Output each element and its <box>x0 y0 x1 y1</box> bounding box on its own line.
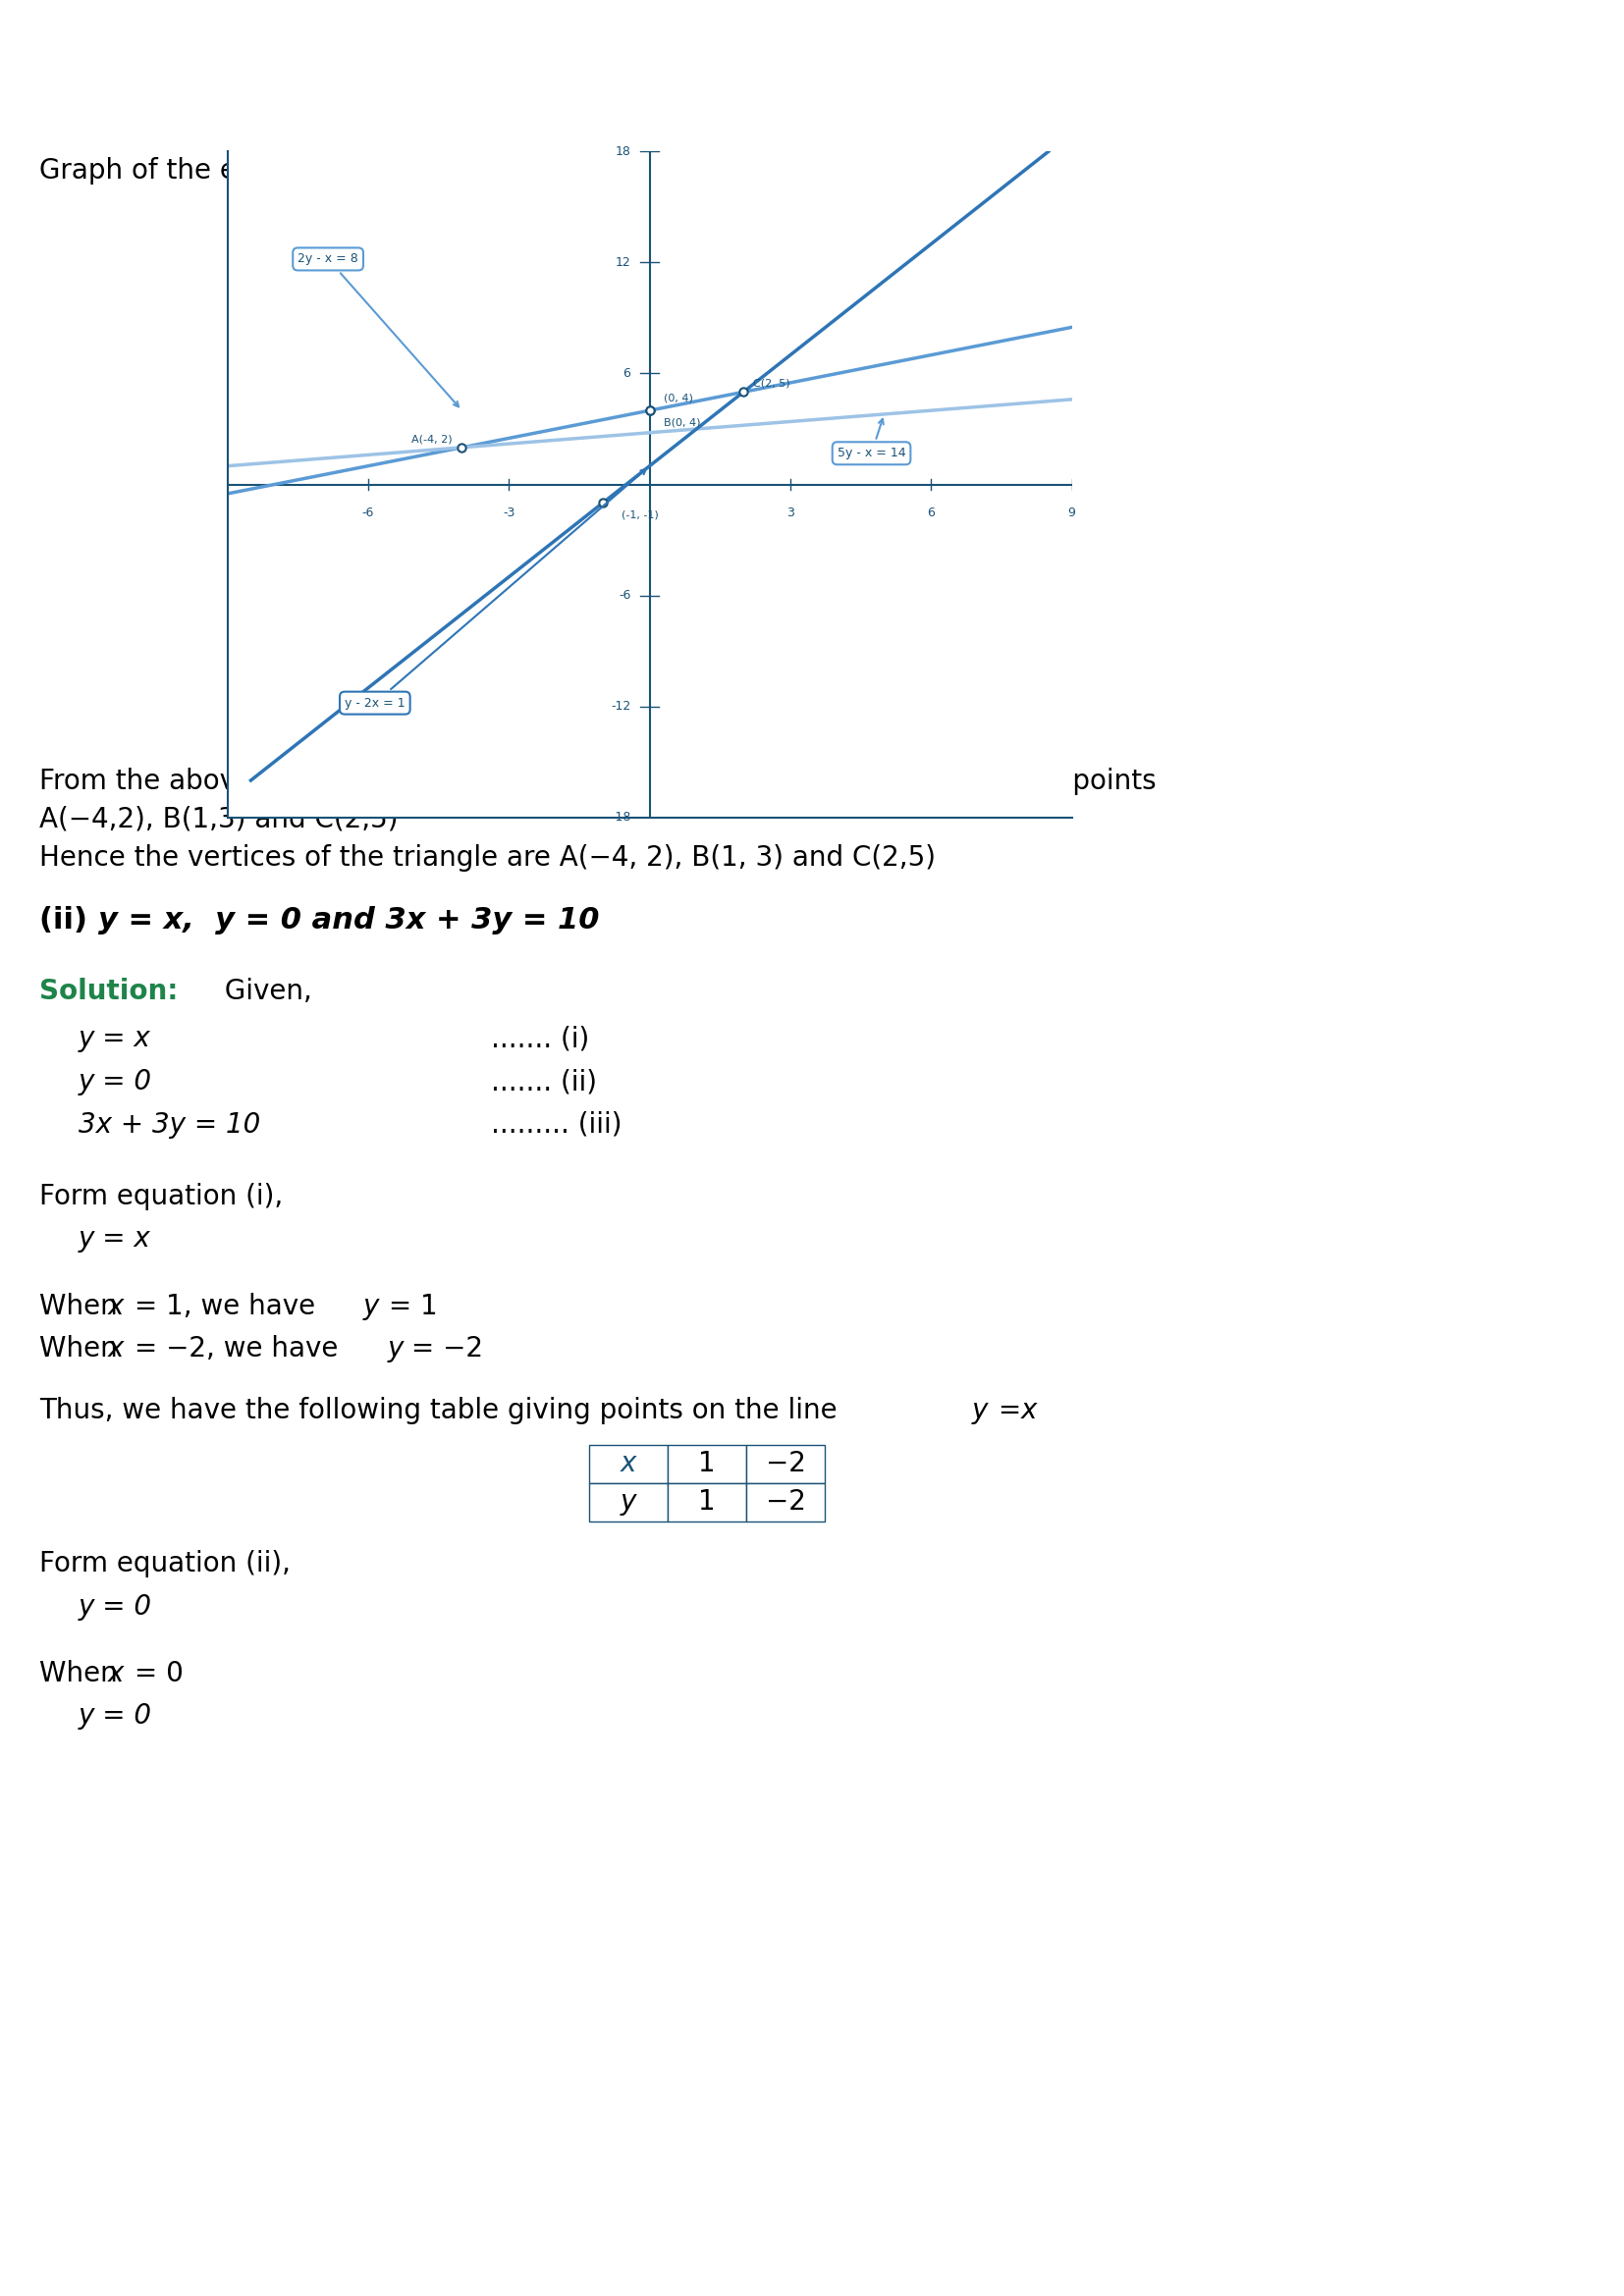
Text: (-1, -1): (-1, -1) <box>622 510 658 519</box>
Text: When: When <box>39 1660 127 1688</box>
Text: y: y <box>620 1488 637 1515</box>
Text: -3: -3 <box>503 507 515 519</box>
Text: -18: -18 <box>611 810 630 824</box>
Text: ....... (ii): ....... (ii) <box>490 1068 598 1095</box>
Text: Path: Path <box>28 85 50 94</box>
Text: = 1, we have: = 1, we have <box>125 1293 325 1320</box>
Text: y = x: y = x <box>78 1226 151 1254</box>
Text: Form equation (ii),: Form equation (ii), <box>39 1550 291 1577</box>
Text: x: x <box>620 1451 637 1479</box>
Text: 2y - x = 8: 2y - x = 8 <box>297 253 458 406</box>
FancyBboxPatch shape <box>590 1444 667 1483</box>
Text: (0, 4): (0, 4) <box>664 393 693 404</box>
Text: Study: Study <box>24 53 54 62</box>
Text: B(0, 4): B(0, 4) <box>664 418 700 427</box>
Text: -12: -12 <box>611 700 630 712</box>
Text: 3: 3 <box>786 507 794 519</box>
Text: Page 10 of 42: Page 10 of 42 <box>736 2250 888 2273</box>
Text: A(-4, 2): A(-4, 2) <box>412 434 453 443</box>
Text: −2: −2 <box>765 1451 806 1479</box>
Text: (ii): (ii) <box>39 907 97 934</box>
FancyBboxPatch shape <box>745 1444 825 1483</box>
Text: 5y - x = 14: 5y - x = 14 <box>838 418 906 459</box>
FancyBboxPatch shape <box>667 1483 745 1522</box>
Text: ......... (iii): ......... (iii) <box>490 1111 622 1139</box>
Text: y: y <box>973 1398 987 1426</box>
Text: y - 2x = 1: y - 2x = 1 <box>344 468 646 709</box>
Text: From the above graph, we observe that the lines taken in pairs intersect at poin: From the above graph, we observe that th… <box>39 767 1156 794</box>
FancyBboxPatch shape <box>745 1483 825 1522</box>
Text: Thus, we have the following table giving points on the line: Thus, we have the following table giving… <box>39 1398 846 1426</box>
Text: = 1: = 1 <box>380 1293 437 1320</box>
Text: -6: -6 <box>362 507 374 519</box>
Text: y = x: y = x <box>78 1026 151 1052</box>
Text: C(2, 5): C(2, 5) <box>754 379 789 388</box>
Text: ....... (i): ....... (i) <box>490 1026 590 1052</box>
Text: x: x <box>109 1336 123 1364</box>
Text: 18: 18 <box>615 145 630 158</box>
Text: x: x <box>1021 1398 1038 1426</box>
Text: -6: -6 <box>619 590 630 602</box>
Text: −2: −2 <box>765 1488 806 1515</box>
Text: = 0: = 0 <box>125 1660 184 1688</box>
Text: y: y <box>364 1293 380 1320</box>
FancyBboxPatch shape <box>590 1483 667 1522</box>
Text: y = x,  y = 0 and 3x + 3y = 10: y = x, y = 0 and 3x + 3y = 10 <box>97 907 599 934</box>
Text: x: x <box>109 1293 123 1320</box>
Text: Maths – RD Sharma Solutions: Maths – RD Sharma Solutions <box>625 60 999 83</box>
Text: 3x + 3y = 10: 3x + 3y = 10 <box>78 1111 260 1139</box>
Text: When: When <box>39 1336 127 1364</box>
Text: A(−4,2), B(1,3) and C(2,5): A(−4,2), B(1,3) and C(2,5) <box>39 806 398 833</box>
Text: When: When <box>39 1293 127 1320</box>
Text: Given,: Given, <box>216 978 312 1006</box>
Text: x: x <box>109 1660 123 1688</box>
Text: Graph of the equations (i), (ii) and (iii) is as below:: Graph of the equations (i), (ii) and (ii… <box>39 156 726 184</box>
Text: = −2, we have: = −2, we have <box>125 1336 348 1364</box>
Text: 9: 9 <box>1069 507 1075 519</box>
Text: y = 0: y = 0 <box>78 1704 153 1729</box>
Text: 6: 6 <box>624 367 630 379</box>
Text: 1: 1 <box>698 1451 716 1479</box>
Text: y = 0: y = 0 <box>78 1068 153 1095</box>
Text: y: y <box>388 1336 404 1364</box>
Text: Hence the vertices of the triangle are A(−4, 2), B(1, 3) and C(2,5): Hence the vertices of the triangle are A… <box>39 845 935 872</box>
Text: Solution:: Solution: <box>39 978 179 1006</box>
Text: 1: 1 <box>698 1488 716 1515</box>
Text: Form equation (i),: Form equation (i), <box>39 1182 283 1210</box>
Text: 12: 12 <box>615 257 630 269</box>
Text: Class - 10: Class - 10 <box>752 21 872 44</box>
Text: =: = <box>989 1398 1030 1426</box>
FancyBboxPatch shape <box>667 1444 745 1483</box>
Text: y = 0: y = 0 <box>78 1593 153 1621</box>
Text: 6: 6 <box>927 507 935 519</box>
Text: Chapter 3: Pair of Linear Equations in Two Variables: Chapter 3: Pair of Linear Equations in T… <box>482 99 1142 122</box>
Text: = −2: = −2 <box>403 1336 482 1364</box>
